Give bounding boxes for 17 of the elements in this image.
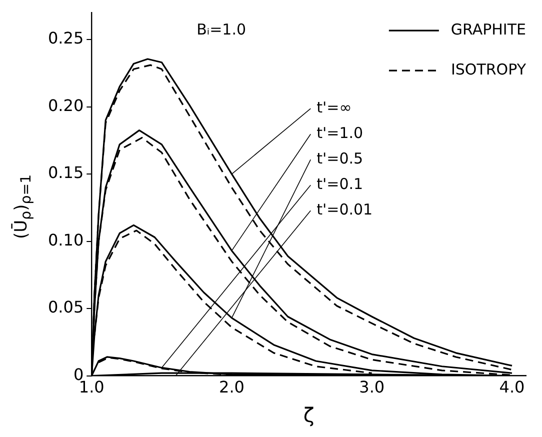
legend-label: GRAPHITE: [450, 20, 526, 38]
y-tick-label: 0.10: [48, 230, 84, 250]
annotation: Bᵢ=1.0: [196, 20, 246, 38]
annotation: t'=∞: [316, 98, 352, 116]
x-tick-label: 2.0: [219, 378, 244, 397]
annotation: t'=0.5: [316, 149, 364, 168]
y-tick-label: 0.25: [48, 28, 84, 48]
x-axis-title: ζ: [303, 403, 314, 428]
x-tick-label: 3.0: [359, 378, 385, 397]
y-tick-label: 0.05: [48, 298, 84, 317]
y-tick-label: 0.15: [48, 163, 84, 182]
y-tick-label: 0.20: [48, 96, 84, 115]
x-tick-label: 4.0: [499, 378, 525, 397]
annotation: t'=0.1: [316, 174, 364, 193]
annotation: t'=0.01: [316, 200, 373, 218]
legend-label: ISOTROPY: [450, 60, 527, 78]
annotation: t'=1.0: [316, 124, 364, 142]
